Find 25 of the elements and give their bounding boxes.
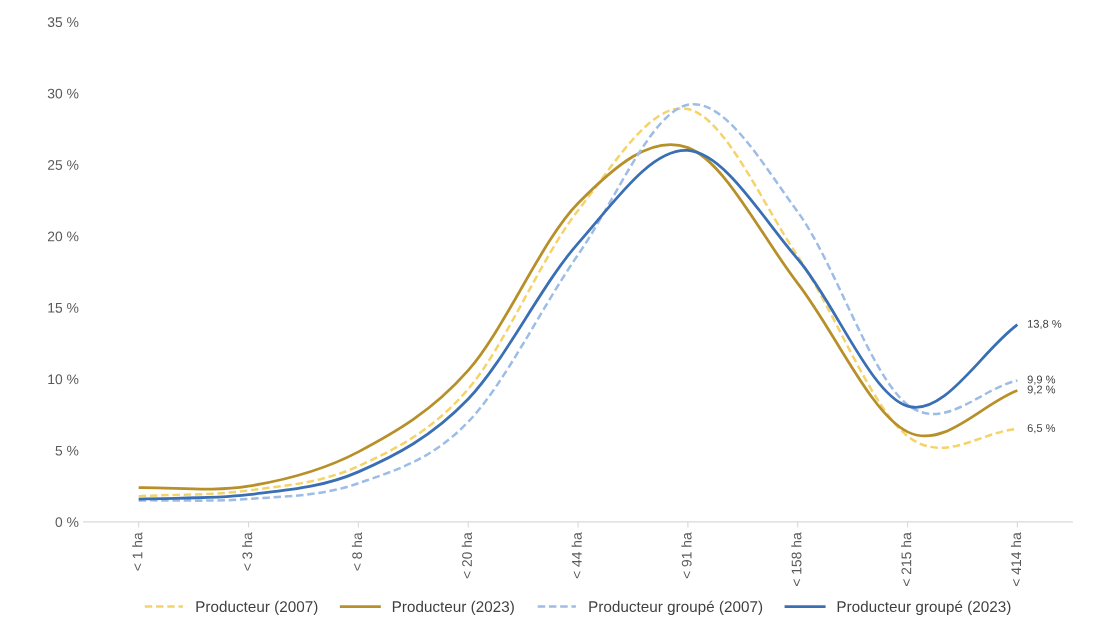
legend-label: Producteur (2023) [392, 600, 514, 616]
y-tick-label: 25 % [47, 160, 79, 170]
y-tick-label: 35 % [47, 17, 79, 28]
x-tick-label: < 3 ha [242, 532, 253, 571]
y-tick-label: 15 % [48, 302, 79, 313]
x-tick-label: < 215 ha [901, 532, 912, 587]
x-tick-label: < 20 ha [461, 532, 472, 579]
x-tick-label: < 44 ha [571, 532, 582, 579]
x-tick-label: < 1 ha [132, 532, 143, 571]
data-label: 9,2 % [1027, 385, 1056, 395]
legend-label: Producteur (2007) [196, 600, 318, 616]
legend-label: Producteur groupé (2007) [589, 600, 763, 616]
data-label: 6,5 % [1027, 424, 1056, 434]
y-tick-label: 20 % [47, 231, 79, 242]
data-label: 13,8 % [1027, 319, 1062, 330]
y-tick-label: 0 % [55, 517, 79, 528]
x-tick-label: < 414 ha [1010, 532, 1022, 587]
x-tick-label: < 8 ha [351, 532, 363, 571]
y-tick-label: 10 % [48, 374, 79, 385]
y-tick-label: 5 % [55, 445, 79, 456]
x-tick-label: < 158 ha [791, 532, 802, 587]
data-label: 9,9 % [1027, 375, 1056, 385]
legend-label: Producteur groupé (2023) [837, 600, 1011, 616]
y-tick-label: 30 % [47, 88, 79, 99]
x-tick-label: < 91 ha [681, 532, 692, 579]
